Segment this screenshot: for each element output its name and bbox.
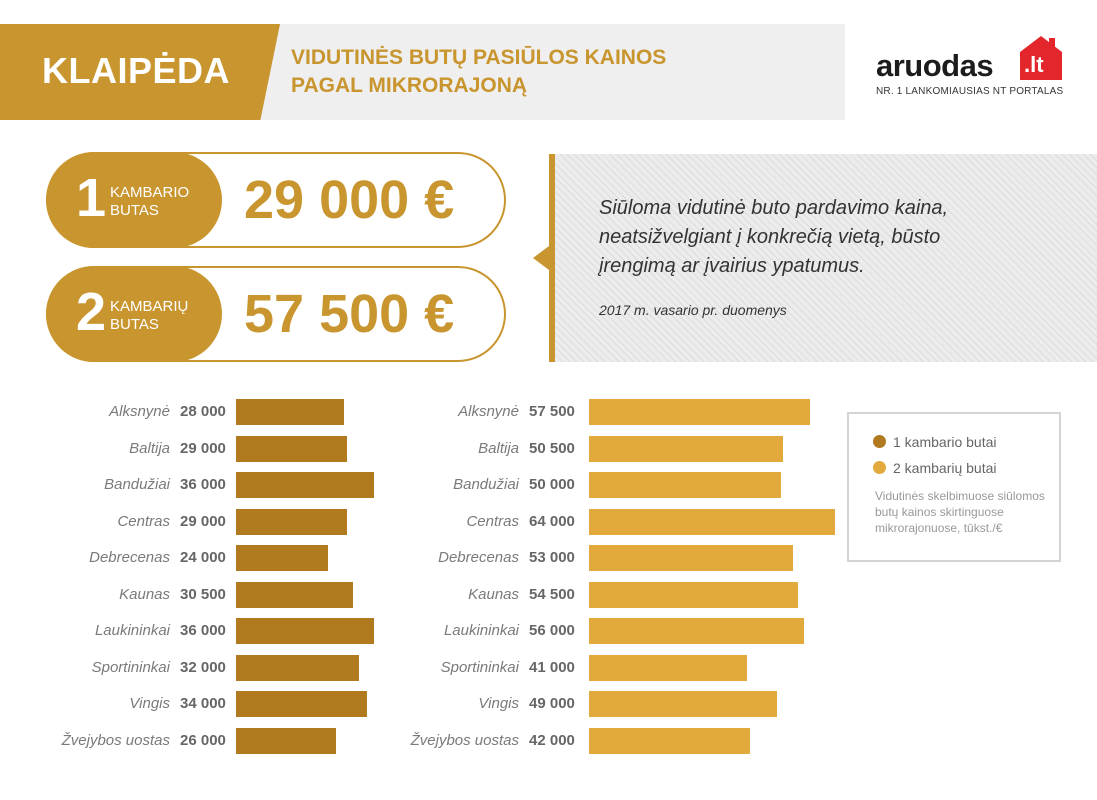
bar-one-room [236, 727, 336, 754]
bar-two-room [589, 654, 747, 681]
bar-value-label: 54 500 [529, 585, 575, 603]
bar-value-label: 42 000 [529, 731, 575, 749]
bar-value-label: 26 000 [180, 731, 226, 749]
note-box: Siūloma vidutinė buto pardavimo kaina, n… [549, 154, 1097, 362]
bar-one-room [236, 472, 374, 498]
category-label: Laukininkai [443, 622, 519, 639]
bar-value-label: 56 000 [529, 622, 575, 639]
bar-two-room [589, 472, 781, 498]
bar-value-label: 53 000 [529, 549, 575, 566]
aruodas-logo[interactable]: aruodas .lt NR. 1 LANKOMIAUSIAS NT PORTA… [876, 34, 1066, 100]
bar-one-room [236, 618, 374, 644]
category-label: Centras [466, 512, 519, 530]
bar-two-room [589, 618, 804, 644]
legend-swatch [873, 461, 886, 474]
page-title: VIDUTINĖS BUTŲ PASIŪLOS KAINOS PAGAL MIK… [291, 44, 666, 100]
category-label: Sportininkai [91, 658, 170, 676]
room-count: 1 [76, 168, 107, 228]
bar-two-room [589, 399, 810, 425]
note-text: Siūloma vidutinė buto pardavimo kaina, n… [599, 197, 949, 277]
logo-tld: .lt [1024, 52, 1044, 77]
bar-one-room [236, 399, 344, 425]
price-card-2-room: 2 KAMBARIŲ BUTAS 57 500 € [46, 266, 506, 362]
city-title: KLAIPĖDA [42, 50, 231, 91]
category-label: Alksnynė [109, 403, 170, 420]
price-value: 57 500 € [244, 284, 455, 344]
bar-value-label: 41 000 [529, 658, 575, 676]
bar-value-label: 24 000 [180, 549, 226, 566]
bar-value-label: 32 000 [180, 658, 226, 676]
bar-two-room [589, 435, 783, 462]
legend-note: Vidutinės skelbimuose siūlomos butų kain… [875, 489, 1045, 535]
city-banner [0, 24, 280, 120]
bar-value-label: 29 000 [180, 512, 226, 530]
category-label: Žvejybos uostas [61, 731, 170, 749]
bar-two-room [589, 727, 750, 754]
bar-one-room [236, 545, 328, 571]
category-label: Alksnynė [458, 403, 519, 420]
category-label: Baltija [478, 439, 519, 457]
bar-value-label: 50 000 [529, 476, 575, 493]
bar-one-room [236, 654, 359, 681]
bar-value-label: 30 500 [180, 585, 226, 603]
category-label: Bandužiai [104, 476, 170, 493]
logo-wordmark: aruodas [876, 48, 994, 83]
bar-one-room [236, 691, 367, 717]
price-value: 29 000 € [244, 170, 455, 230]
page-title-line2: PAGAL MIKRORAJONĄ [291, 74, 528, 97]
legend-label: 1 kambario butai [893, 434, 997, 450]
category-label: Vingis [478, 695, 519, 712]
category-label: Kaunas [468, 585, 519, 603]
room-label-line1: KAMBARIŲ [110, 298, 189, 315]
room-label-line1: KAMBARIO [110, 184, 190, 201]
category-label: Laukininkai [94, 622, 170, 639]
house-icon [1020, 36, 1062, 80]
bar-one-room [236, 435, 347, 462]
bar-value-label: 29 000 [180, 439, 226, 457]
bar-value-label: 50 500 [529, 439, 575, 457]
category-label: Žvejybos uostas [410, 731, 519, 749]
note-pointer [533, 246, 549, 270]
price-card-1-room: 1 KAMBARIO BUTAS 29 000 € [46, 152, 506, 248]
category-label: Sportininkai [440, 658, 519, 676]
category-label: Vingis [129, 695, 170, 712]
bar-two-room [589, 545, 793, 571]
logo-tagline: NR. 1 LANKOMIAUSIAS NT PORTALAS [876, 86, 1064, 97]
room-label-line2: BUTAS [110, 202, 159, 219]
bar-value-label: 36 000 [180, 476, 226, 493]
room-label-line2: BUTAS [110, 316, 159, 333]
bar-value-label: 34 000 [180, 695, 226, 712]
category-label: Centras [117, 512, 170, 530]
category-label: Debrecenas [438, 549, 519, 566]
chart-legend: 1 kambario butai 2 kambarių butai Viduti… [847, 412, 1061, 562]
price-bar-chart: Alksnynė 28 000 Baltija 29 000 Bandužiai 36 0… [0, 395, 1097, 785]
bar-two-room [589, 691, 777, 717]
bar-two-room [589, 581, 798, 608]
bar-one-room [236, 581, 353, 608]
bar-value-label: 28 000 [180, 403, 226, 420]
price-card-badge [46, 152, 222, 248]
bar-value-label: 36 000 [180, 622, 226, 639]
bar-value-label: 49 000 [529, 695, 575, 712]
category-label: Kaunas [119, 585, 170, 603]
room-label: KAMBARIO BUTAS [110, 184, 189, 220]
bar-value-label: 64 000 [529, 512, 575, 530]
bar-one-room [236, 508, 347, 535]
legend-label: 2 kambarių butai [893, 460, 997, 476]
room-label: KAMBARIŲ BUTAS [110, 298, 188, 334]
bar-two-room [589, 508, 835, 535]
bar-value-label: 57 500 [529, 403, 575, 420]
legend-swatch [873, 435, 886, 448]
room-count: 2 [76, 282, 107, 342]
price-card-badge [46, 266, 222, 362]
category-label: Debrecenas [89, 549, 170, 566]
page-title-line1: VIDUTINĖS BUTŲ PASIŪLOS KAINOS [291, 46, 667, 69]
category-label: Baltija [129, 439, 170, 457]
note-source: 2017 m. vasario pr. duomenys [599, 302, 787, 318]
category-label: Bandužiai [453, 476, 519, 493]
